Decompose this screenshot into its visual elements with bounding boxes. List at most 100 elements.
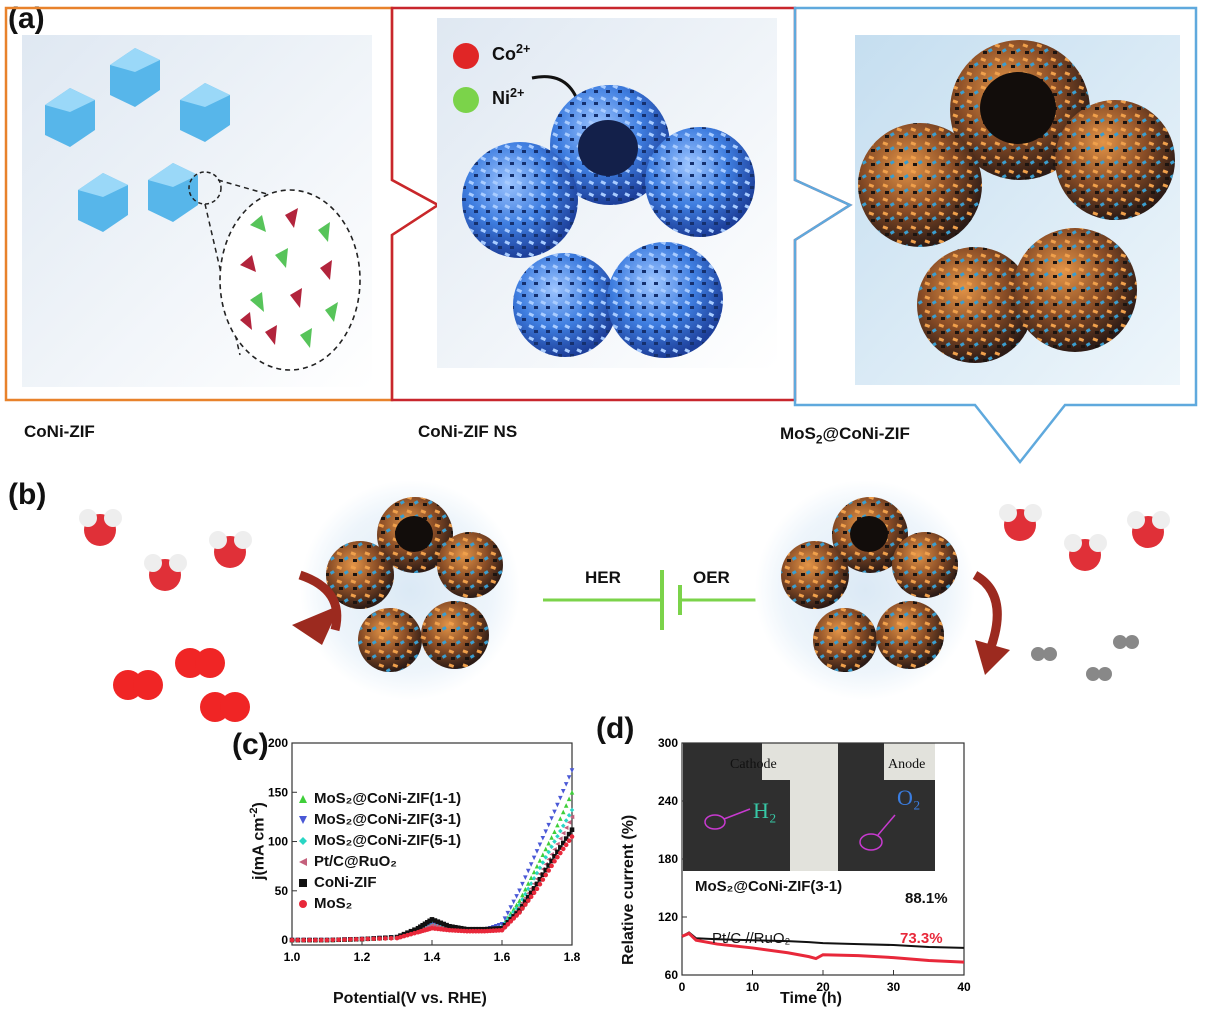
lsv-xtick-label: 1.6 bbox=[494, 950, 511, 964]
caption-mos2-sub: 2 bbox=[815, 432, 823, 447]
stability-series bbox=[681, 931, 965, 964]
series2-value: 73.3% bbox=[900, 930, 943, 947]
lsv-data-point bbox=[511, 899, 516, 905]
stability-xtick-label: 30 bbox=[887, 980, 901, 994]
lsv-data-point bbox=[508, 905, 514, 910]
lsv-data-point bbox=[569, 827, 575, 833]
lsv-ytick-label: 100 bbox=[268, 835, 288, 849]
lsv-data-point bbox=[569, 834, 575, 839]
panel-c-label: (c) bbox=[232, 728, 269, 761]
lsv-legend-entry: MoS₂@CoNi-ZIF(5-1) bbox=[298, 830, 461, 851]
series1-value: 88.1% bbox=[905, 890, 948, 907]
lsv-legend-entry: MoS₂@CoNi-ZIF(3-1) bbox=[298, 809, 461, 830]
lsv-ylabel-post: ) bbox=[250, 802, 268, 808]
lsv-data-point bbox=[569, 814, 575, 820]
lsv-data-point bbox=[546, 849, 551, 855]
lsv-data-point bbox=[560, 830, 566, 836]
lsv-data-point bbox=[569, 789, 575, 795]
lsv-data-point bbox=[537, 881, 543, 887]
water-molecule-icon bbox=[79, 509, 252, 591]
ni-ion-charge: 2+ bbox=[510, 86, 525, 100]
co-ion-icon bbox=[453, 43, 479, 69]
lsv-data-point bbox=[523, 902, 528, 907]
stability-ytick-label: 120 bbox=[658, 910, 678, 924]
lsv-xlabel: Potential(V vs. RHE) bbox=[333, 990, 487, 1007]
lsv-legend-marker bbox=[299, 815, 307, 824]
cathode-cluster-icon bbox=[326, 497, 503, 672]
lsv-data-point bbox=[520, 906, 525, 911]
lsv-data-point bbox=[450, 924, 455, 930]
lsv-xtick-label: 1.8 bbox=[564, 950, 581, 964]
lsv-ytick-label: 200 bbox=[268, 736, 288, 750]
lsv-series-6 bbox=[289, 834, 575, 943]
cathode-electrode-icon bbox=[683, 743, 790, 871]
lsv-ylabel: j(mA cm-2) bbox=[248, 802, 268, 880]
lsv-data-point bbox=[499, 927, 505, 933]
lsv-data-point bbox=[365, 936, 371, 942]
lsv-data-point bbox=[543, 846, 549, 852]
lsv-data-point bbox=[523, 899, 528, 904]
lsv-legend-label: Pt/C@RuO₂ bbox=[314, 853, 397, 870]
ni-ion-label: Ni2+ bbox=[492, 86, 524, 109]
lsv-data-point bbox=[558, 816, 563, 821]
lsv-ytick-label: 0 bbox=[281, 933, 288, 947]
oxygen-molecule-icon bbox=[1031, 635, 1139, 681]
lsv-data-point bbox=[520, 903, 525, 909]
lsv-data-point bbox=[537, 877, 543, 882]
lsv-data-point bbox=[558, 828, 563, 834]
lsv-data-point bbox=[523, 875, 528, 880]
lsv-data-point bbox=[540, 835, 546, 841]
lsv-data-point bbox=[514, 902, 519, 908]
lsv-data-point bbox=[435, 919, 441, 924]
lsv-data-point bbox=[546, 840, 551, 846]
lsv-data-point bbox=[563, 825, 569, 831]
lsv-data-point bbox=[517, 888, 522, 894]
lsv-data-point bbox=[444, 922, 449, 928]
lsv-data-point bbox=[517, 898, 522, 903]
anode-electrode-icon bbox=[838, 743, 935, 871]
lsv-data-point bbox=[438, 920, 444, 926]
lsv-data-point bbox=[549, 863, 554, 869]
lsv-data-point bbox=[502, 916, 508, 922]
lsv-data-point bbox=[398, 934, 403, 940]
stability-ylabel: Relative current (%) bbox=[620, 814, 637, 965]
lsv-data-point bbox=[514, 894, 519, 899]
lsv-ylabel-sup: -2 bbox=[248, 807, 260, 818]
lsv-data-point bbox=[537, 842, 543, 848]
lsv-data-point bbox=[563, 803, 569, 808]
lsv-data-point bbox=[405, 932, 410, 938]
lsv-data-point bbox=[441, 921, 446, 927]
lsv-data-point bbox=[502, 924, 508, 930]
lsv-data-point bbox=[377, 936, 382, 941]
lsv-data-point bbox=[566, 796, 572, 802]
lsv-legend-marker-shape bbox=[299, 857, 307, 866]
water-molecule-right-icon bbox=[999, 504, 1170, 571]
lsv-data-point bbox=[537, 865, 543, 871]
lsv-data-point bbox=[546, 868, 551, 873]
stability-ticks: 0 10 20 30 40 60 120 180 240 300 bbox=[658, 736, 971, 994]
stability-xtick-label: 20 bbox=[816, 980, 830, 994]
lsv-data-point bbox=[525, 886, 531, 892]
lsv-data-point bbox=[388, 935, 394, 941]
lsv-data-point bbox=[523, 886, 528, 892]
stability-series-2-line bbox=[681, 931, 965, 964]
lsv-legend-marker-shape bbox=[299, 794, 307, 803]
lsv-data-point bbox=[517, 902, 522, 907]
co-ion-text: Co bbox=[492, 44, 516, 64]
lsv-data-point bbox=[313, 937, 318, 943]
lsv-data-point bbox=[552, 809, 557, 815]
hollow-nanosphere-icon bbox=[462, 85, 755, 358]
lsv-data-point bbox=[528, 890, 534, 896]
hydrogen-molecule-icon bbox=[113, 648, 250, 722]
lsv-legend-marker bbox=[299, 836, 307, 845]
lsv-ylabel-pre: j(mA cm bbox=[250, 817, 268, 880]
lsv-data-point bbox=[353, 936, 359, 942]
lsv-legend-entry: CoNi-ZIF bbox=[298, 872, 461, 893]
lsv-legend-entry: MoS₂@CoNi-ZIF(1-1) bbox=[298, 788, 461, 809]
stability-ytick-label: 60 bbox=[665, 968, 679, 982]
lsv-data-point bbox=[336, 937, 341, 943]
lsv-data-point bbox=[422, 921, 428, 927]
lsv-data-point bbox=[429, 917, 435, 922]
panel-a-frames bbox=[4, 6, 1198, 465]
lsv-data-point bbox=[531, 855, 537, 861]
